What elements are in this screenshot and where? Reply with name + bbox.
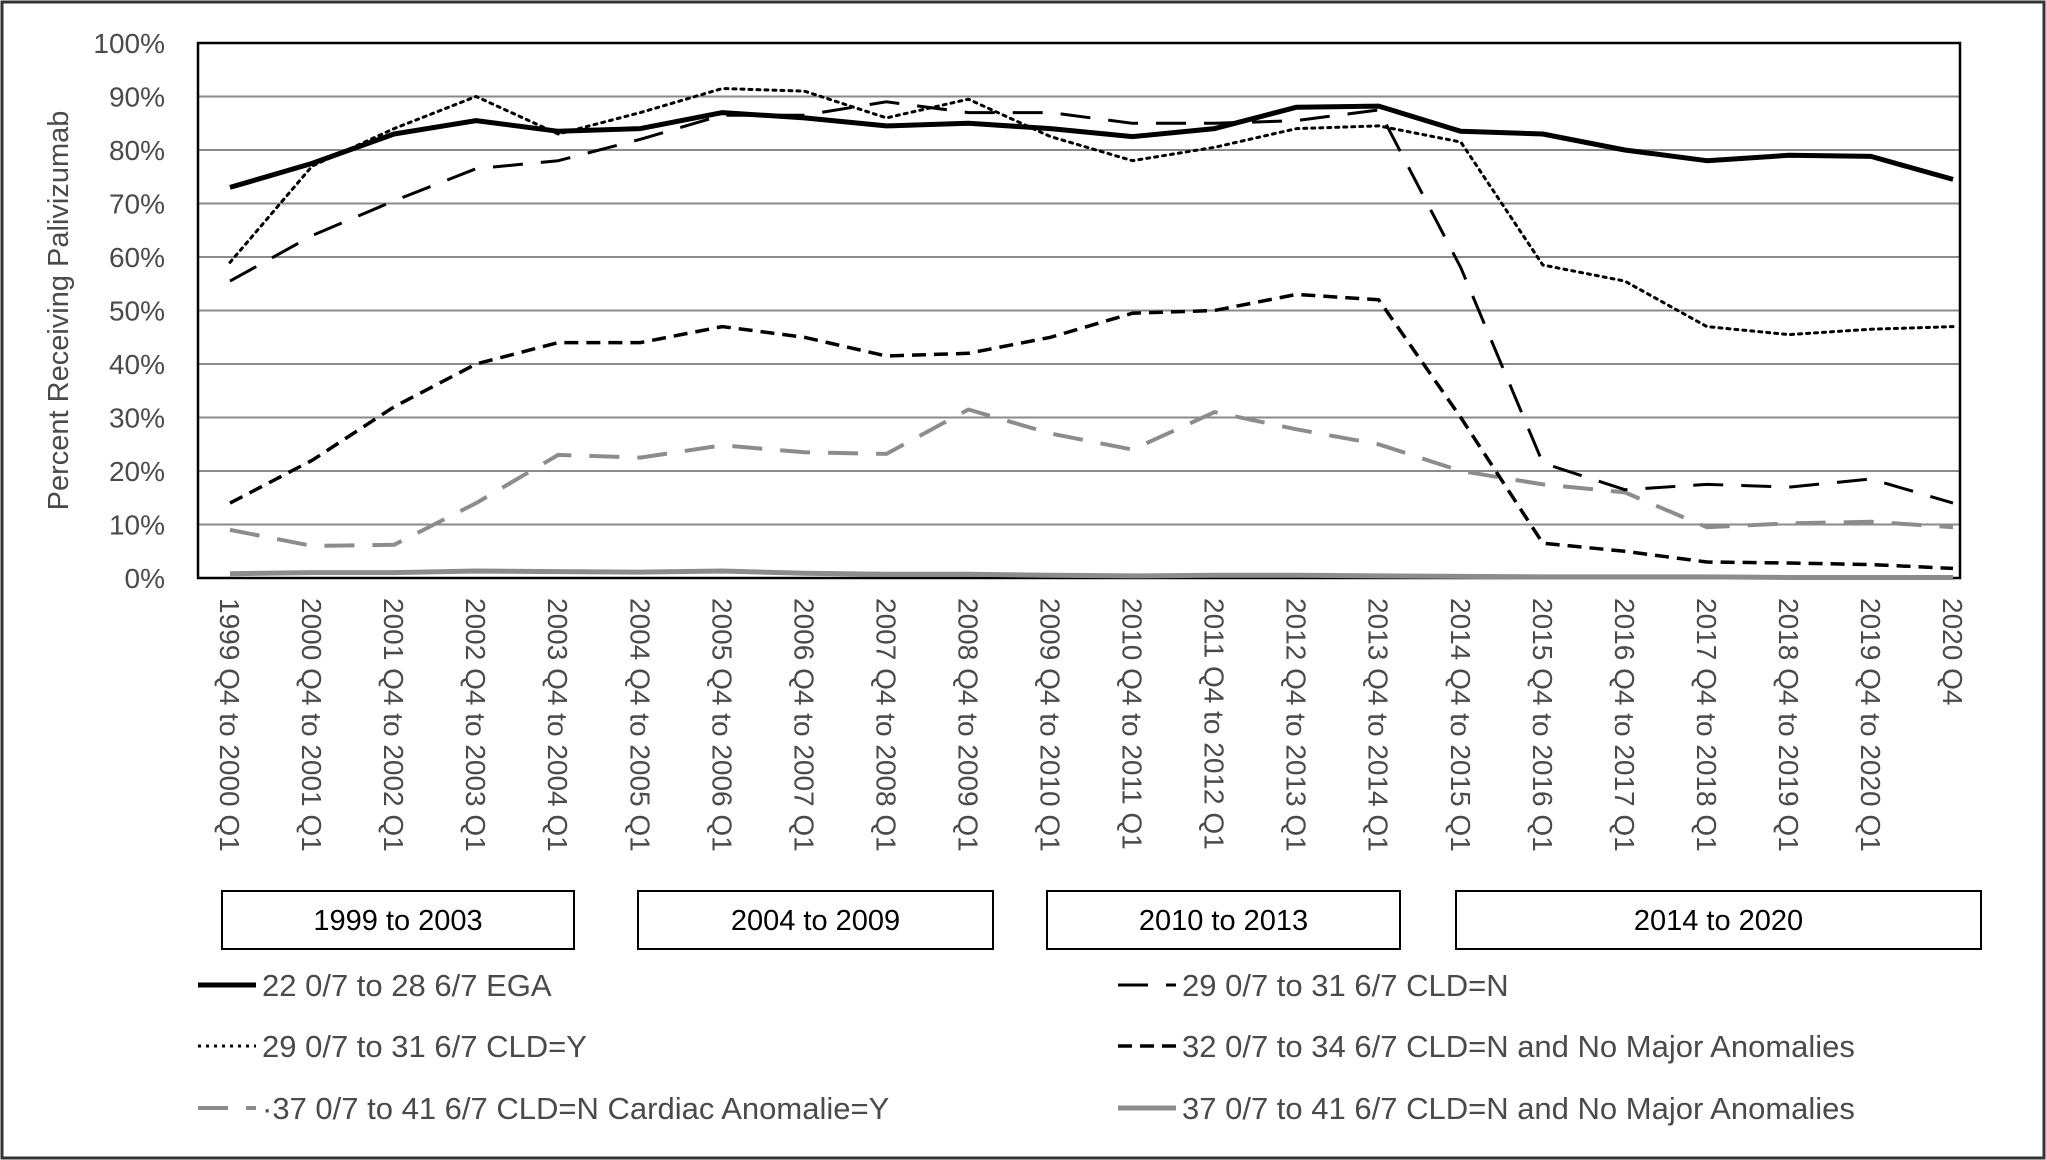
period-box [1046,890,1401,950]
legend-label: 37 0/7 to 41 6/7 CLD=N and No Major Anom… [1182,1091,1855,1126]
y-axis-title: Percent Receiving Palivizumab [43,111,75,511]
series-line [229,100,1954,505]
legend: 22 0/7 to 28 6/7 EGA 29 0/7 to 31 6/7 CLD… [198,968,1855,1126]
legend-label: 29 0/7 to 31 6/7 CLD=N [1182,968,1509,1003]
legend-label: 29 0/7 to 31 6/7 CLD=Y [262,1029,587,1064]
legend-label: 32 0/7 to 34 6/7 CLD=N and No Major Anom… [1182,1029,1855,1064]
y-tick-label: 60% [109,242,165,273]
x-tick-label: 2006 Q4 to 2007 Q1 [788,598,819,852]
x-tick-label: 2019 Q4 to 2020 Q1 [1855,598,1886,852]
x-tick-label: 1999 Q4 to 2000 Q1 [214,598,245,852]
x-tick-label: 2012 Q4 to 2013 Q1 [1281,598,1312,852]
y-tick-labels: 0% 10% 20% 30% 40% 50% 60% 70% 80% 90% 100% [93,28,165,594]
series-lines [228,87,1955,580]
y-tick-label: 100% [93,28,165,59]
period-box [1455,890,1982,950]
x-tick-label: 2007 Q4 to 2008 Q1 [870,598,901,852]
period-box [221,890,575,950]
x-tick-label: 2005 Q4 to 2006 Q1 [706,598,737,852]
series-line [229,568,1953,580]
period-label: 1999 to 2003 [313,905,482,937]
x-tick-label: 2004 Q4 to 2005 Q1 [624,598,655,852]
x-tick-label: 2010 Q4 to 2011 Q1 [1117,598,1148,850]
y-tick-label: 0% [125,563,165,594]
x-tick-label: 2014 Q4 to 2015 Q1 [1445,598,1476,852]
series-line [229,407,1954,548]
x-tick-label: 2001 Q4 to 2002 Q1 [378,598,409,852]
series-line [228,87,1955,337]
x-tick-label: 2017 Q4 to 2018 Q1 [1691,598,1722,852]
series-line [229,292,1954,571]
x-tick-label: 2002 Q4 to 2003 Q1 [460,598,491,852]
series-line [229,103,1954,190]
x-tick-label: 2011 Q4 to 2012 Q1 [1199,598,1230,850]
x-tick-label: 2013 Q4 to 2014 Q1 [1363,598,1394,852]
period-label: 2014 to 2020 [1634,905,1803,937]
x-tick-label: 2000 Q4 to 2001 Q1 [296,598,327,852]
x-tick-label: 2018 Q4 to 2019 Q1 [1773,598,1804,852]
y-tick-label: 40% [109,349,165,380]
x-tick-labels: 1999 Q4 to 2000 Q1 2000 Q4 to 2001 Q1 2001… [214,598,1968,852]
legend-label: ·37 0/7 to 41 6/7 CLD=N Cardiac Anomalie… [262,1091,889,1126]
period-label: 2010 to 2013 [1139,905,1308,937]
period-box [637,890,994,950]
y-tick-label: 50% [109,296,165,327]
y-tick-label: 70% [109,189,165,220]
y-tick-label: 30% [109,403,165,434]
x-tick-label: 2015 Q4 to 2016 Q1 [1527,598,1558,852]
legend-label: 22 0/7 to 28 6/7 EGA [262,968,552,1003]
x-tick-label: 2016 Q4 to 2017 Q1 [1609,598,1640,852]
y-tick-label: 90% [109,82,165,113]
x-tick-label: 2009 Q4 to 2010 Q1 [1035,598,1066,852]
x-tick-label: 2020 Q4 [1937,598,1968,705]
y-tick-label: 10% [109,510,165,541]
y-tick-label: 80% [109,135,165,166]
y-tick-label: 20% [109,456,165,487]
period-label: 2004 to 2009 [731,905,900,937]
period-boxes: 1999 to 2003 2004 to 2009 2010 to 2013 2014… [221,890,1982,950]
gridlines [198,95,1960,526]
x-tick-label: 2003 Q4 to 2004 Q1 [542,598,573,852]
x-tick-label: 2008 Q4 to 2009 Q1 [952,598,983,852]
